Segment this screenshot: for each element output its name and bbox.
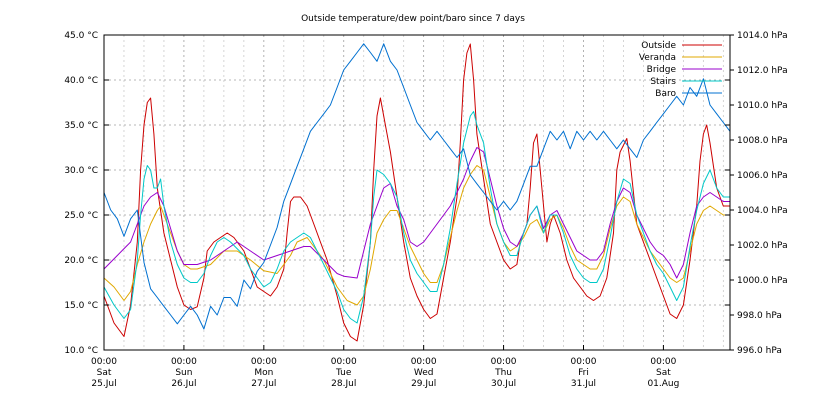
y-left-tick-label: 35.0 °C bbox=[64, 121, 98, 131]
y-right-tick-label: 996.0 hPa bbox=[737, 346, 782, 356]
y-right-tick-label: 1006.0 hPa bbox=[737, 171, 788, 181]
x-tick-label: 00:00 bbox=[91, 357, 117, 367]
x-tick-label: 26.Jul bbox=[171, 379, 196, 389]
chart-title: Outside temperature/dew point/baro since… bbox=[301, 14, 525, 24]
y-axis-left: 10.0 °C 15.0 °C 20.0 °C 25.0 °C 30.0 °C 35.0 … bbox=[64, 31, 730, 356]
legend-label: Outside bbox=[641, 41, 676, 51]
x-axis: 00:00Sat25.Jul00:00Sun26.Jul00:00Mon27.J… bbox=[91, 345, 679, 389]
legend-label: Bridge bbox=[647, 65, 677, 75]
grid bbox=[104, 35, 730, 350]
y-axis-right: 996.0 hPa 998.0 hPa 1000.0 hPa 1002.0 hPa 10… bbox=[730, 31, 788, 356]
series-line-bridge bbox=[103, 147, 730, 279]
legend: Outside Veranda Bridge Stairs Baro bbox=[639, 41, 722, 99]
plot-frame bbox=[103, 34, 731, 351]
x-tick-label: 00:00 bbox=[171, 357, 197, 367]
y-left-tick-label: 10.0 °C bbox=[64, 346, 98, 356]
y-left-tick-label: 40.0 °C bbox=[64, 76, 98, 86]
series-line-veranda bbox=[103, 165, 730, 306]
series-line-baro bbox=[103, 43, 731, 330]
series-lines bbox=[103, 43, 731, 342]
y-left-tick-label: 15.0 °C bbox=[64, 301, 98, 311]
x-tick-label: Fri bbox=[578, 368, 589, 378]
x-tick-label: Tue bbox=[335, 368, 352, 378]
legend-label: Stairs bbox=[650, 77, 676, 87]
x-tick-label: 00:00 bbox=[491, 357, 517, 367]
y-right-tick-label: 1008.0 hPa bbox=[737, 136, 788, 146]
x-tick-label: Sun bbox=[175, 368, 192, 378]
y-right-tick-label: 1000.0 hPa bbox=[737, 276, 788, 286]
y-right-tick-label: 998.0 hPa bbox=[737, 311, 782, 321]
x-tick-label: Wed bbox=[414, 368, 434, 378]
y-left-tick-label: 25.0 °C bbox=[64, 211, 98, 221]
y-left-tick-label: 20.0 °C bbox=[64, 256, 98, 266]
x-tick-label: Sat bbox=[656, 368, 671, 378]
x-tick-label: 31.Jul bbox=[571, 379, 596, 389]
x-tick-label: 00:00 bbox=[411, 357, 437, 367]
y-left-tick-label: 30.0 °C bbox=[64, 166, 98, 176]
x-tick-label: 00:00 bbox=[650, 357, 676, 367]
x-tick-label: 29.Jul bbox=[411, 379, 436, 389]
x-tick-label: 27.Jul bbox=[251, 379, 276, 389]
x-tick-label: 30.Jul bbox=[491, 379, 516, 389]
series-line-stairs bbox=[103, 111, 730, 324]
x-tick-label: 00:00 bbox=[331, 357, 357, 367]
x-tick-label: 01.Aug bbox=[647, 379, 679, 389]
y-right-tick-label: 1010.0 hPa bbox=[737, 101, 788, 111]
legend-label: Veranda bbox=[639, 53, 676, 63]
x-tick-label: 28.Jul bbox=[331, 379, 356, 389]
y-left-tick-label: 45.0 °C bbox=[64, 31, 98, 41]
y-right-tick-label: 1002.0 hPa bbox=[737, 241, 788, 251]
series-line-outside bbox=[103, 43, 730, 342]
x-tick-label: 00:00 bbox=[251, 357, 277, 367]
y-right-tick-label: 1014.0 hPa bbox=[737, 31, 788, 41]
legend-label: Baro bbox=[655, 89, 676, 99]
y-right-tick-label: 1012.0 hPa bbox=[737, 66, 788, 76]
x-tick-label: Mon bbox=[254, 368, 273, 378]
x-tick-label: Sat bbox=[97, 368, 112, 378]
x-tick-label: 00:00 bbox=[571, 357, 597, 367]
y-right-tick-label: 1004.0 hPa bbox=[737, 206, 788, 216]
x-tick-label: Thu bbox=[494, 368, 512, 378]
x-tick-label: 25.Jul bbox=[91, 379, 116, 389]
